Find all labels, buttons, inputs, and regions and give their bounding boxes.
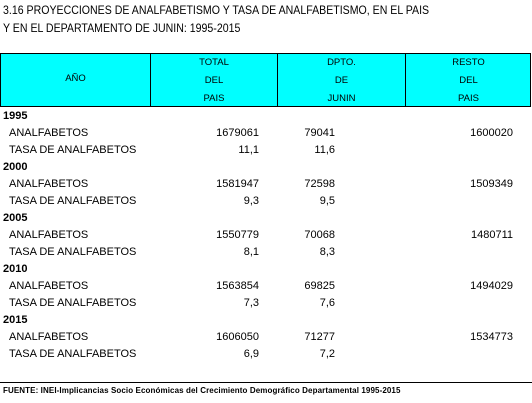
resto-pais-value: 1600020 [470, 127, 513, 139]
header-divider [405, 54, 406, 106]
analfabetos-row: ANALFABETOS 1563854 69825 1494029 [0, 278, 531, 295]
tasa-row: TASA DE ANALFABETOS 11,1 11,6 [0, 142, 531, 159]
total-pais-value: 9,3 [243, 195, 259, 207]
row-label: TASA DE ANALFABETOS [9, 195, 137, 207]
dpto-junin-value: 79041 [304, 127, 335, 139]
source-note: FUENTE: INEI-Implicancias Socio Económic… [3, 386, 401, 395]
table-body: 1995 ANALFABETOS 1679061 79041 1600020 TASA D… [0, 108, 531, 363]
header-total-pais: TOTAL DEL PAIS [199, 57, 229, 104]
dpto-junin-value: 70068 [304, 229, 335, 241]
header-year: AÑO [65, 73, 86, 84]
total-pais-value: 1563854 [216, 280, 259, 292]
dpto-junin-value: 7,2 [319, 348, 335, 360]
header-resto-pais: RESTO DEL PAIS [452, 57, 485, 104]
row-label: ANALFABETOS [9, 127, 89, 139]
header-divider [277, 54, 278, 106]
row-label: TASA DE ANALFABETOS [9, 246, 137, 258]
dpto-junin-value: 69825 [304, 280, 335, 292]
row-label: TASA DE ANALFABETOS [9, 348, 137, 360]
title-line-2: Y EN EL DEPARTAMENTO DE JUNIN: 1995-2015 [3, 23, 241, 35]
year-label: 2005 [3, 212, 28, 224]
total-pais-value: 11,1 [238, 144, 259, 156]
year-label: 2000 [3, 161, 28, 173]
total-pais-value: 1550779 [216, 229, 259, 241]
row-label: ANALFABETOS [9, 280, 89, 292]
dpto-junin-value: 11,6 [314, 144, 335, 156]
table-title: 3.16 PROYECCIONES DE ANALFABETISMO Y TAS… [3, 2, 486, 38]
dpto-junin-value: 8,3 [319, 246, 335, 258]
tasa-row: TASA DE ANALFABETOS 9,3 9,5 [0, 193, 531, 210]
tasa-row: TASA DE ANALFABETOS 6,9 7,2 [0, 346, 531, 363]
row-label: ANALFABETOS [9, 178, 89, 190]
header-dpto-junin: DPTO. DE JUNIN [327, 57, 356, 104]
analfabetos-row: ANALFABETOS 1679061 79041 1600020 [0, 125, 531, 142]
dpto-junin-value: 7,6 [319, 297, 335, 309]
dpto-junin-value: 71277 [304, 331, 335, 343]
header-divider [150, 54, 151, 106]
tasa-row: TASA DE ANALFABETOS 8,1 8,3 [0, 244, 531, 261]
resto-pais-value: 1480711 [470, 229, 513, 241]
total-pais-value: 6,9 [243, 348, 259, 360]
row-label: TASA DE ANALFABETOS [9, 144, 137, 156]
analfabetos-row: ANALFABETOS 1550779 70068 1480711 [0, 227, 531, 244]
title-line-1: 3.16 PROYECCIONES DE ANALFABETISMO Y TAS… [3, 5, 430, 17]
table-header: AÑO TOTAL DEL PAIS DPTO. DE JUNIN RESTO … [0, 53, 531, 107]
total-pais-value: 1606050 [216, 331, 259, 343]
row-label: TASA DE ANALFABETOS [9, 297, 137, 309]
bottom-rule [0, 382, 532, 383]
dpto-junin-value: 9,5 [319, 195, 335, 207]
resto-pais-value: 1494029 [470, 280, 513, 292]
row-label: ANALFABETOS [9, 229, 89, 241]
analfabetos-row: ANALFABETOS 1581947 72598 1509349 [0, 176, 531, 193]
total-pais-value: 1581947 [216, 178, 259, 190]
year-label: 1995 [3, 110, 28, 122]
resto-pais-value: 1534773 [470, 331, 513, 343]
year-label: 2010 [3, 263, 28, 275]
year-label: 2015 [3, 314, 28, 326]
dpto-junin-value: 72598 [304, 178, 335, 190]
analfabetos-row: ANALFABETOS 1606050 71277 1534773 [0, 329, 531, 346]
row-label: ANALFABETOS [9, 331, 89, 343]
tasa-row: TASA DE ANALFABETOS 7,3 7,6 [0, 295, 531, 312]
total-pais-value: 1679061 [216, 127, 259, 139]
total-pais-value: 7,3 [243, 297, 259, 309]
resto-pais-value: 1509349 [470, 178, 513, 190]
total-pais-value: 8,1 [243, 246, 259, 258]
